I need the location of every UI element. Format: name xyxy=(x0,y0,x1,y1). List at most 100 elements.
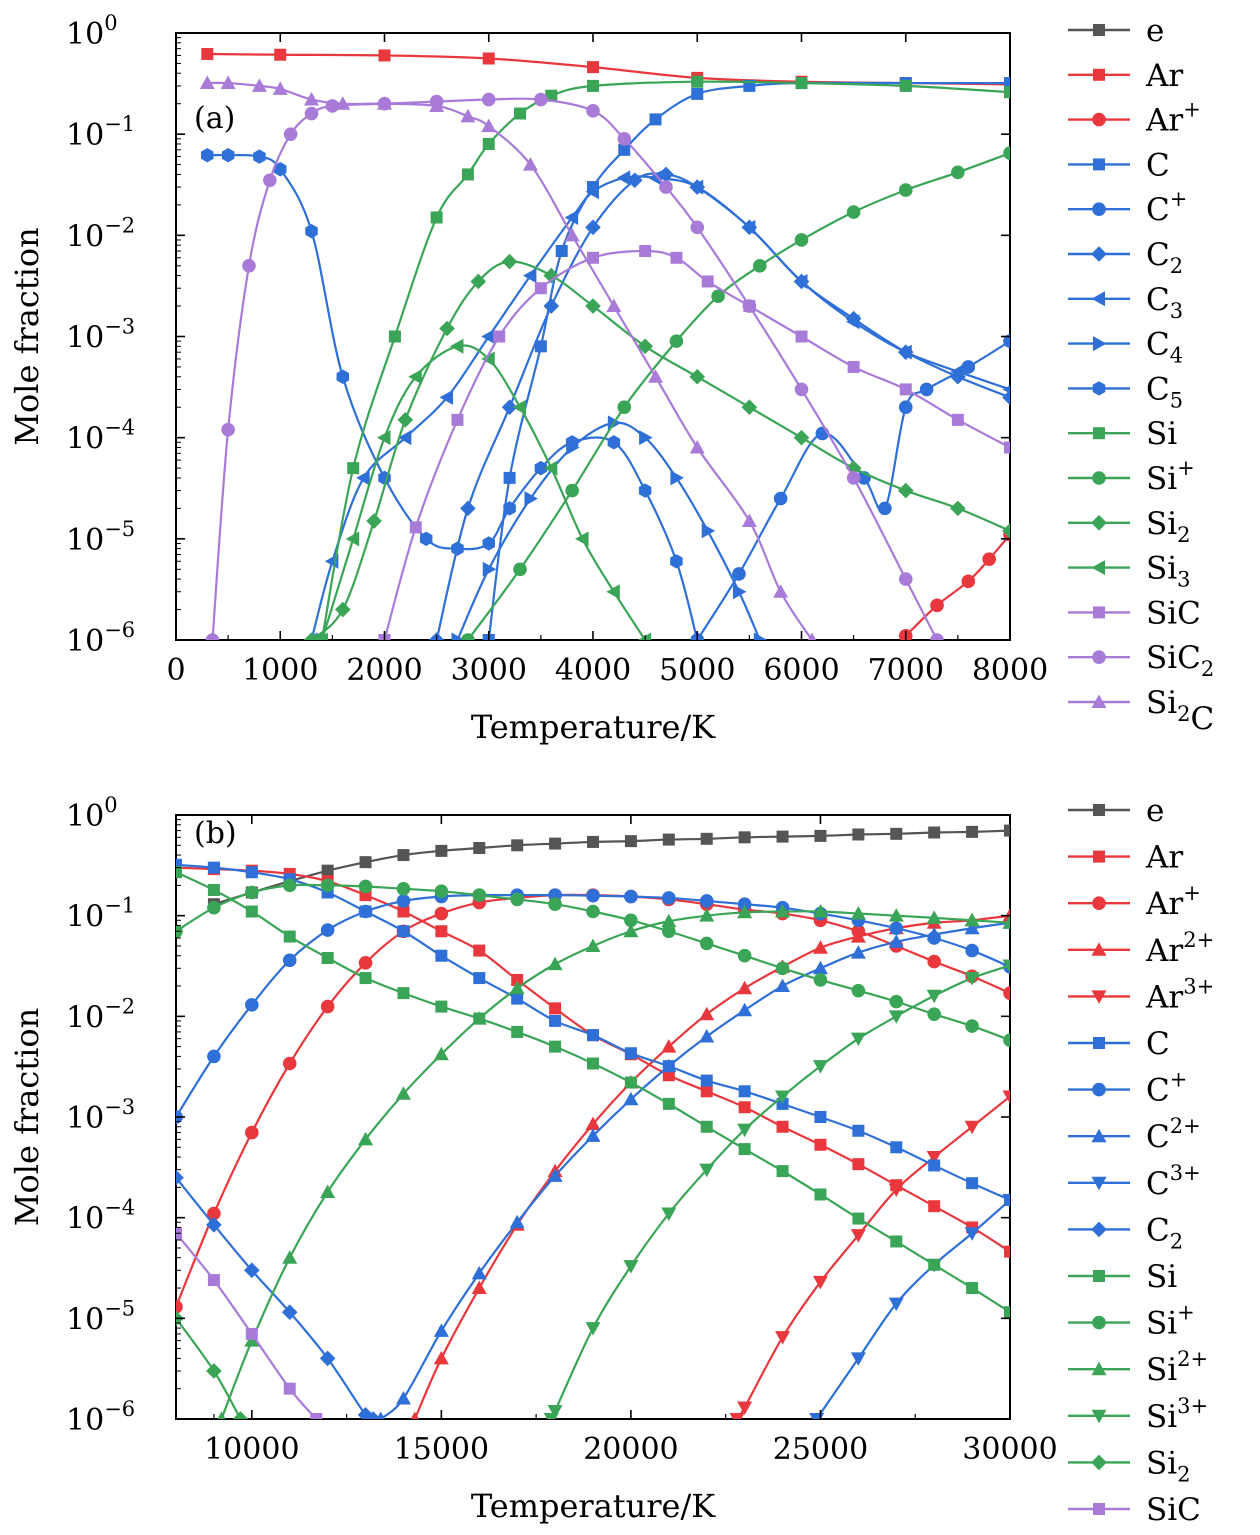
legend-item-sic2: SiC2 xyxy=(1068,640,1214,681)
legend-item-si: Si xyxy=(1068,1259,1177,1295)
data-point-si2c xyxy=(689,439,705,454)
data-point-e xyxy=(814,829,827,842)
data-point-cplus xyxy=(282,953,297,968)
data-point-si3plus xyxy=(547,1405,563,1419)
legend-label: Ar xyxy=(1145,840,1183,876)
data-point-c2 xyxy=(1002,389,1010,406)
legend-item-siplus: Si+ xyxy=(1068,1301,1195,1342)
legend-label: C xyxy=(1146,1026,1170,1062)
series-cplus xyxy=(176,888,1010,1124)
series-line-cplus xyxy=(696,340,1010,640)
data-point-ar2plus xyxy=(661,1039,677,1053)
data-point-si2 xyxy=(741,399,758,416)
data-point-ar xyxy=(814,1138,827,1151)
y-tick-label-exponent: −4 xyxy=(104,416,135,440)
legend-item-cplus: C+ xyxy=(1068,1068,1187,1109)
data-point-si3plus xyxy=(699,1163,715,1178)
data-point-siplus xyxy=(510,892,524,907)
y-tick-label-base: 10 xyxy=(66,321,104,356)
axes-b: 10000 15000 20000 25000 3000010−610−510−410−… xyxy=(66,793,1058,1467)
legend-label-superscript: 2+ xyxy=(1183,928,1214,952)
data-point-c5 xyxy=(482,536,495,551)
series-si2plus xyxy=(217,903,1010,1419)
data-point-sic xyxy=(701,275,714,288)
legend-item-arplus: Ar+ xyxy=(1068,881,1201,922)
data-point-c2 xyxy=(206,1216,222,1233)
legend-label: Si2+ xyxy=(1146,1347,1208,1388)
legend-label-superscript: 3+ xyxy=(1183,974,1214,998)
y-tick-label: 10−4 xyxy=(66,416,135,457)
legend-label: C2 xyxy=(1146,237,1183,278)
data-point-cplus xyxy=(624,889,638,904)
data-point-si3plus xyxy=(737,1123,753,1138)
y-tick-label: 100 xyxy=(66,793,118,834)
data-point-si2plus xyxy=(699,908,715,922)
data-point-c2plus xyxy=(623,1091,639,1106)
data-point-sic xyxy=(207,1274,220,1287)
data-point-si xyxy=(966,1282,979,1295)
data-point-si2plus xyxy=(926,910,942,924)
data-point-arplus xyxy=(982,552,996,566)
data-point-siplus xyxy=(813,973,828,987)
data-point-si2 xyxy=(439,320,455,337)
data-point-si3 xyxy=(481,351,495,367)
series-arplus xyxy=(898,527,1010,640)
data-point-si2 xyxy=(950,500,966,517)
legend-label-base: Si xyxy=(1146,1445,1177,1481)
legend-label-base: Si xyxy=(1146,685,1177,721)
y-tick-label-base: 10 xyxy=(66,1202,104,1237)
legend-swatch-marker xyxy=(1092,381,1106,396)
legend-swatch-marker xyxy=(1092,112,1106,127)
y-tick-label-exponent: −5 xyxy=(104,1296,135,1320)
data-point-c xyxy=(928,1159,941,1172)
data-point-sic2 xyxy=(263,173,277,188)
legend-swatch-marker xyxy=(1092,1082,1106,1097)
x-tick-label: 4000 xyxy=(555,653,631,688)
legend-item-c: C xyxy=(1068,147,1170,183)
data-point-sic xyxy=(493,330,506,343)
data-point-siplus xyxy=(207,900,221,915)
data-point-si2c xyxy=(481,118,497,133)
data-point-cplus xyxy=(898,400,913,415)
legend-item-e: e xyxy=(1068,793,1164,829)
legend-swatch-marker xyxy=(1093,158,1105,171)
data-point-si xyxy=(691,75,704,88)
data-point-si xyxy=(587,79,599,92)
data-point-c xyxy=(624,1047,637,1060)
data-point-c4 xyxy=(524,491,538,507)
data-point-sic xyxy=(847,360,860,373)
data-point-cplus xyxy=(732,567,746,581)
legend-item-si2plus: Si2+ xyxy=(1068,1347,1208,1388)
data-point-c2plus xyxy=(585,1128,601,1142)
data-point-c xyxy=(1004,77,1010,90)
data-point-siplus xyxy=(851,983,866,998)
legend-swatch-marker xyxy=(1093,427,1105,440)
y-tick-label: 10−4 xyxy=(66,1196,135,1237)
data-point-siplus xyxy=(472,888,487,902)
series-line-cplus xyxy=(176,893,1010,1118)
legend-label-base: SiC xyxy=(1146,640,1201,676)
legend-item-c2: C2 xyxy=(1068,237,1183,278)
data-point-c2plus xyxy=(547,1168,563,1182)
data-point-si3 xyxy=(377,430,391,446)
legend-item-ar: Ar xyxy=(1068,840,1183,876)
y-tick-label-base: 10 xyxy=(66,219,104,254)
data-point-si xyxy=(890,1235,903,1248)
legend-label: SiC xyxy=(1146,1492,1201,1528)
legend-label-base: Ar xyxy=(1145,886,1183,922)
data-point-cplus xyxy=(699,894,714,908)
data-point-ar xyxy=(378,49,391,62)
data-point-e xyxy=(738,831,751,844)
data-point-sic2 xyxy=(586,104,600,118)
y-tick-label-base: 10 xyxy=(66,1101,104,1136)
data-point-si2 xyxy=(335,601,351,618)
y-axis-title-a: Mole fraction xyxy=(8,227,46,445)
data-point-arplus xyxy=(930,598,944,613)
data-point-si xyxy=(347,462,360,475)
legend-label-base: Ar xyxy=(1145,933,1183,969)
data-point-sic xyxy=(409,521,422,534)
x-tick-label: 1000 xyxy=(242,653,318,688)
series-layer-b xyxy=(176,824,1010,1419)
data-point-sic2 xyxy=(659,180,673,194)
data-point-si xyxy=(738,1143,751,1156)
